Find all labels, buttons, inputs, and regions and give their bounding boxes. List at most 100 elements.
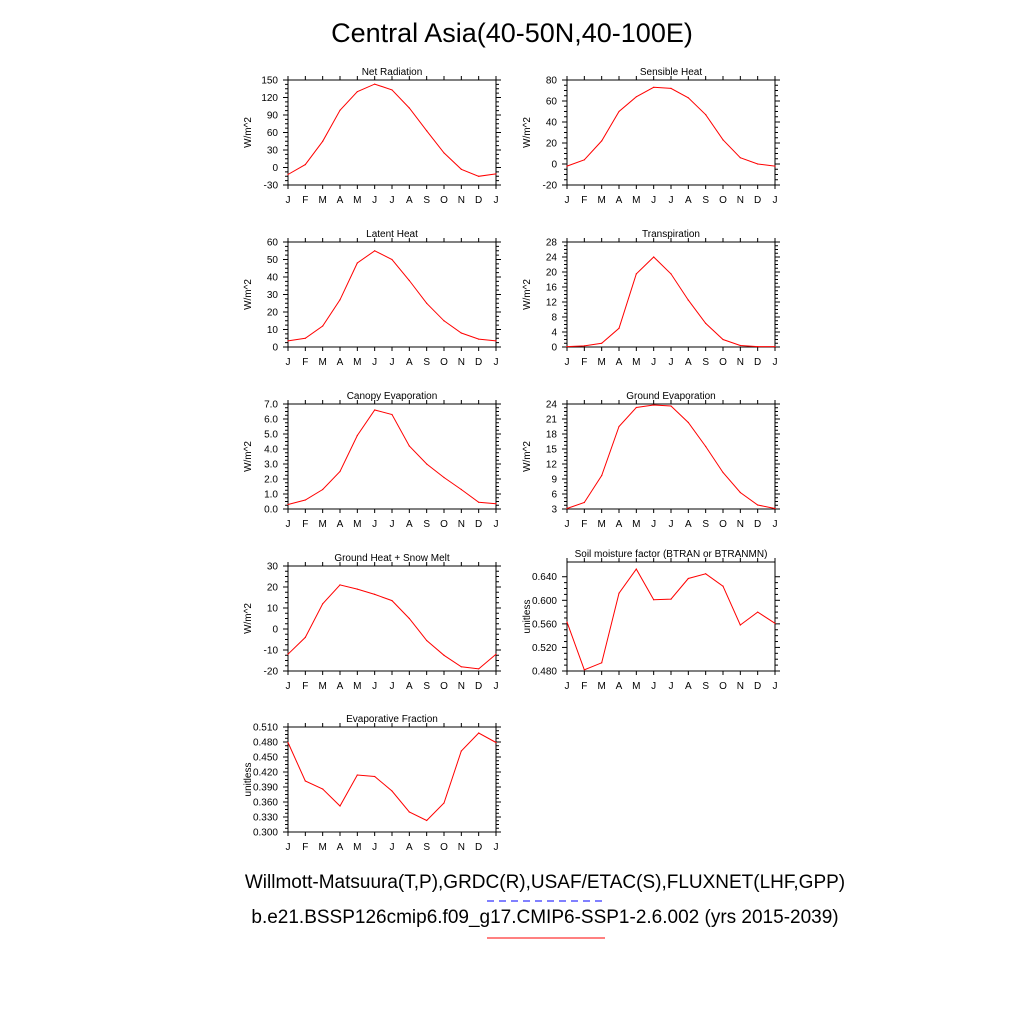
x-tick-label: M: [597, 195, 605, 206]
x-tick-label: S: [423, 357, 430, 368]
x-tick-label: S: [702, 681, 709, 692]
y-tick-label: 0.520: [532, 643, 557, 654]
data-point: [460, 666, 462, 668]
data-point: [601, 474, 603, 477]
panel-title: Evaporative Fraction: [346, 714, 438, 725]
data-point: [304, 780, 306, 782]
y-tick-label: 20: [267, 583, 279, 594]
data-point: [478, 501, 480, 503]
data-point: [426, 639, 428, 642]
data-point: [739, 624, 741, 626]
y-tick-label: 12: [546, 460, 558, 471]
y-tick-label: 24: [546, 253, 558, 264]
x-tick-label: J: [390, 842, 395, 853]
data-point: [566, 621, 568, 623]
x-tick-label: O: [440, 842, 448, 853]
x-tick-label: S: [423, 681, 430, 692]
x-tick-label: M: [353, 519, 361, 530]
data-point: [722, 139, 724, 141]
x-tick-label: A: [337, 681, 344, 692]
data-point: [739, 157, 741, 159]
x-tick-label: M: [597, 681, 605, 692]
data-point: [774, 165, 776, 167]
x-tick-label: A: [685, 681, 692, 692]
x-tick-label: J: [372, 357, 377, 368]
data-point: [339, 109, 341, 111]
x-tick-label: J: [494, 681, 499, 692]
data-point: [339, 470, 341, 473]
y-tick-label: 40: [546, 118, 558, 129]
y-tick-label: 4: [551, 328, 557, 339]
data-point: [443, 476, 445, 479]
y-tick-label: 5.0: [264, 430, 278, 441]
x-tick-label: J: [286, 519, 291, 530]
data-point: [583, 159, 585, 161]
y-tick-label: 60: [267, 238, 279, 249]
data-point: [774, 507, 776, 510]
x-tick-label: M: [597, 519, 605, 530]
x-tick-label: M: [318, 357, 326, 368]
data-point: [478, 338, 480, 340]
y-axis-label: W/m^2: [522, 279, 533, 310]
x-tick-label: M: [318, 681, 326, 692]
y-tick-label: 3.0: [264, 460, 278, 471]
data-point: [739, 344, 741, 347]
data-point: [391, 89, 393, 91]
x-tick-label: J: [773, 519, 778, 530]
data-point: [460, 332, 462, 334]
data-point: [339, 584, 341, 586]
x-tick-label: A: [406, 842, 413, 853]
data-point: [478, 668, 480, 670]
x-tick-label: J: [565, 195, 570, 206]
x-tick-label: O: [719, 681, 727, 692]
data-point: [478, 732, 480, 734]
y-tick-label: 0: [551, 343, 557, 354]
x-tick-label: A: [616, 357, 623, 368]
x-tick-label: O: [440, 195, 448, 206]
y-axis-label: W/m^2: [243, 603, 254, 634]
x-tick-label: A: [337, 357, 344, 368]
x-tick-label: M: [353, 842, 361, 853]
x-tick-label: M: [353, 357, 361, 368]
panel-title: Transpiration: [642, 229, 700, 240]
x-tick-label: O: [440, 519, 448, 530]
x-tick-label: M: [597, 357, 605, 368]
data-point: [687, 97, 689, 99]
x-tick-label: M: [318, 195, 326, 206]
y-tick-label: 1.0: [264, 490, 278, 501]
data-point: [356, 774, 358, 776]
y-tick-label: 0.420: [253, 768, 278, 779]
data-point: [304, 337, 306, 339]
data-point: [495, 741, 497, 744]
data-point: [670, 405, 672, 407]
data-point: [670, 598, 672, 600]
y-tick-label: 0.510: [253, 723, 278, 734]
y-tick-label: 90: [267, 111, 279, 122]
data-point: [687, 299, 689, 301]
x-tick-label: A: [616, 519, 623, 530]
data-point: [322, 140, 324, 142]
data-point: [653, 404, 655, 406]
x-tick-label: J: [773, 681, 778, 692]
y-tick-label: 50: [267, 255, 279, 266]
x-tick-label: N: [458, 195, 465, 206]
data-point: [583, 669, 585, 671]
x-tick-label: D: [754, 681, 761, 692]
data-point: [705, 322, 707, 324]
data-point: [374, 250, 376, 252]
x-tick-label: N: [737, 519, 744, 530]
data-point: [583, 345, 585, 347]
data-point: [687, 577, 689, 580]
x-tick-label: N: [737, 681, 744, 692]
data-point: [460, 750, 462, 752]
y-tick-label: 0.480: [253, 738, 278, 749]
x-tick-label: J: [286, 357, 291, 368]
x-tick-label: J: [669, 357, 674, 368]
x-tick-label: A: [685, 519, 692, 530]
data-point: [774, 622, 776, 624]
y-tick-label: 4.0: [264, 445, 278, 456]
data-point: [478, 175, 480, 177]
x-tick-label: N: [458, 681, 465, 692]
